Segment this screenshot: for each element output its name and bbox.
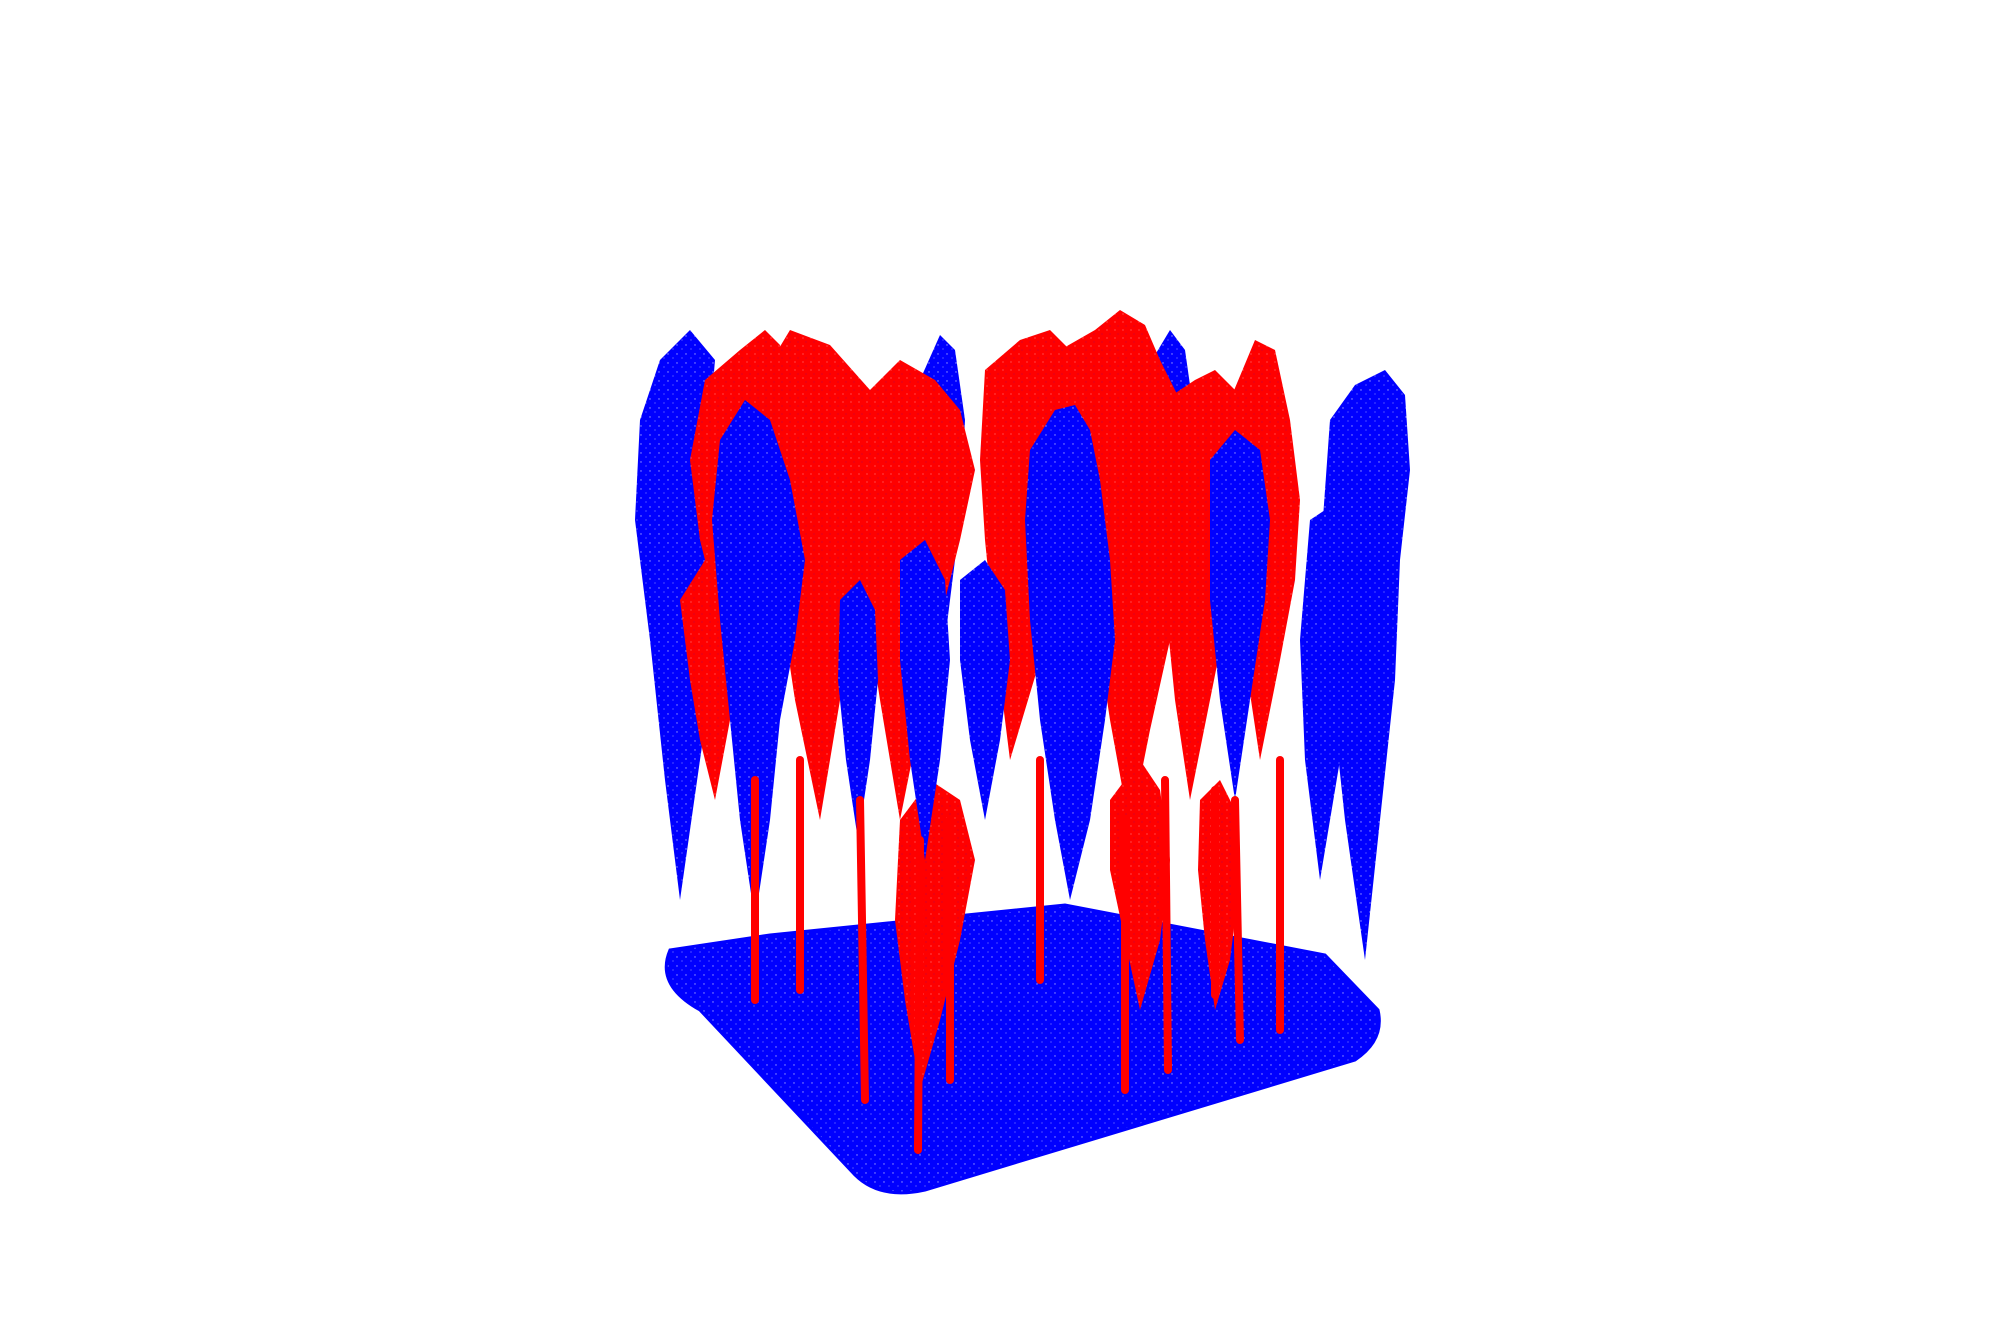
ground-plane [664,903,1381,1195]
blue-tree-crowns-front [712,400,1270,920]
red-tree-trunks [751,756,1284,1154]
